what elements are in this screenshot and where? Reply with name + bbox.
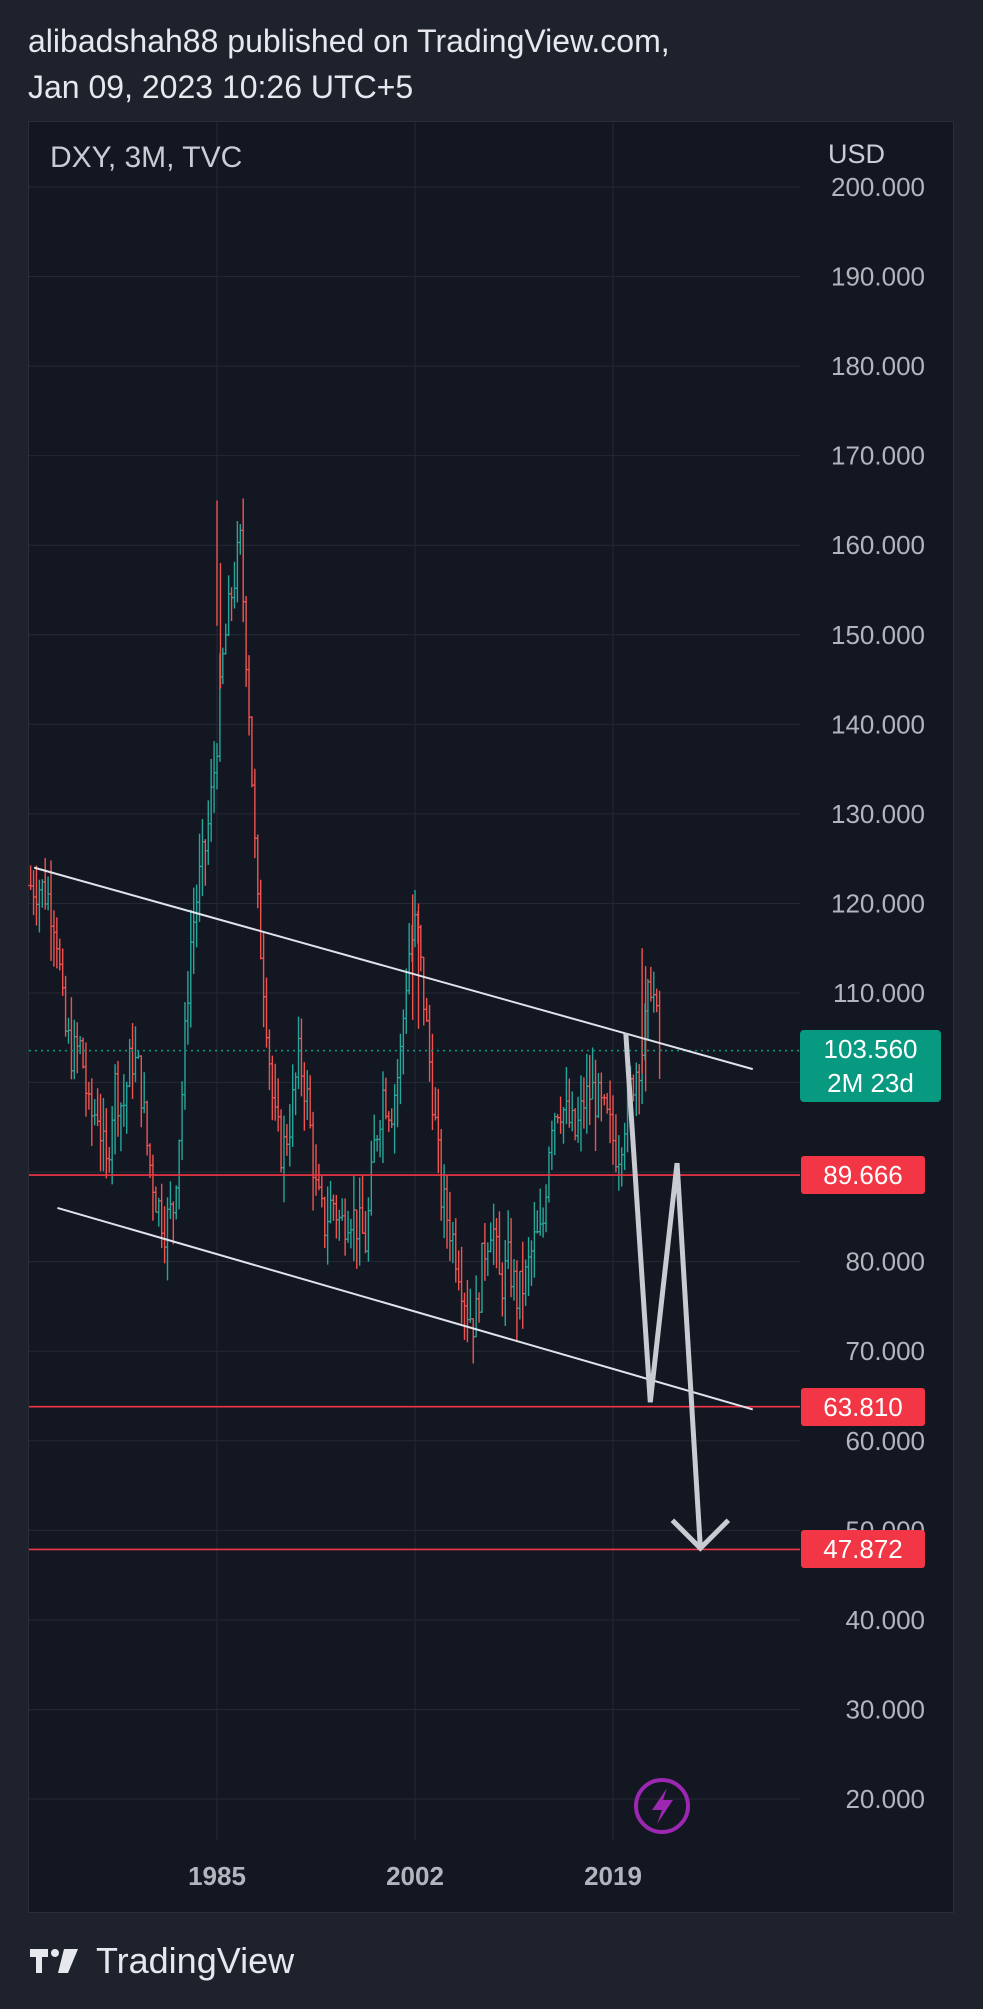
price-tick-label: 120.000 xyxy=(831,888,925,918)
level-price-tag: 47.872 xyxy=(801,1530,925,1569)
publish-info: alibadshah88 published on TradingView.co… xyxy=(28,18,670,110)
price-tick-label: 40.000 xyxy=(845,1605,925,1635)
price-tick-label: 70.000 xyxy=(845,1336,925,1366)
trendline xyxy=(57,1206,754,1411)
price-tick-label: 160.000 xyxy=(831,530,925,560)
publish-line-date: Jan 09, 2023 10:26 UTC+5 xyxy=(28,69,414,105)
symbol-label: DXY, 3M, TVC xyxy=(50,141,243,174)
tradingview-logo-icon xyxy=(30,1949,78,1973)
footer-brand-text: TradingView xyxy=(96,1940,295,1981)
publish-line-author: alibadshah88 published on TradingView.co… xyxy=(28,23,670,59)
currency-label: USD xyxy=(828,139,886,169)
time-tick-label: 2002 xyxy=(386,1861,444,1891)
footer-brand[interactable]: TradingView xyxy=(28,1940,294,1982)
level-price-tag: 63.810 xyxy=(801,1387,925,1426)
projection-arrow-head xyxy=(670,1518,731,1552)
time-tick-label: 1985 xyxy=(188,1861,246,1891)
price-tick-label: 20.000 xyxy=(845,1784,925,1814)
price-tick-label: 180.000 xyxy=(831,351,925,381)
last-price-countdown: 2M 23d xyxy=(827,1068,914,1098)
last-price-tag: 103.560 2M 23d xyxy=(800,1030,941,1102)
price-tick-label: 60.000 xyxy=(845,1426,925,1456)
level-price-tag: 89.666 xyxy=(801,1156,925,1195)
lightning-icon[interactable] xyxy=(634,1778,690,1834)
price-tick-label: 30.000 xyxy=(845,1694,925,1724)
chart-panel[interactable] xyxy=(28,121,954,1913)
time-tick-label: 2019 xyxy=(584,1861,642,1891)
price-tick-label: 150.000 xyxy=(831,620,925,650)
price-tick-label: 110.000 xyxy=(833,978,925,1008)
price-tick-label: 170.000 xyxy=(831,441,925,471)
last-price-value: 103.560 xyxy=(823,1034,918,1064)
price-tick-label: 130.000 xyxy=(831,799,925,829)
price-tick-label: 190.000 xyxy=(831,262,925,292)
price-tick-label: 200.000 xyxy=(831,172,925,202)
price-tick-label: 80.000 xyxy=(845,1247,925,1277)
trendline xyxy=(33,866,754,1071)
price-tick-label: 140.000 xyxy=(831,709,925,739)
projection-arrow-path xyxy=(623,1033,703,1549)
